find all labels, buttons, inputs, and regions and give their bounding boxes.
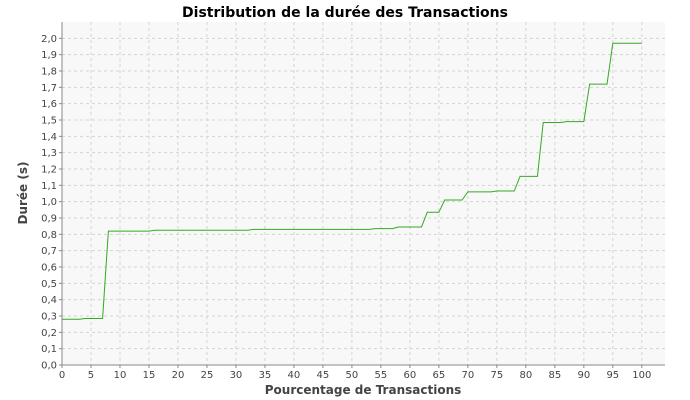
x-tick-label: 100 — [632, 370, 651, 381]
y-tick-label: 1,8 — [41, 67, 57, 78]
x-tick-label: 80 — [519, 370, 532, 381]
x-axis-label: Pourcentage de Transactions — [265, 383, 462, 397]
y-tick-label: 1,6 — [41, 99, 57, 110]
y-tick-label: 1,0 — [41, 197, 57, 208]
axes — [61, 22, 665, 366]
y-axis-label: Durée (s) — [16, 162, 30, 225]
y-tick-label: 0,1 — [41, 344, 57, 355]
x-tick-label: 60 — [404, 370, 417, 381]
y-axis-ticks: 0,0 0,1 0,2 0,3 0,4 0,5 0,6 0,7 0,8 0,9 1,0 1,1 1,2 1… — [41, 34, 62, 372]
x-tick-label: 50 — [346, 370, 359, 381]
y-tick-label: 1,2 — [41, 165, 57, 176]
x-axis-ticks: 0 5 10 15 20 25 30 35 40 45 50 55 60 65 70 75 80 85 90 95 10… — [59, 365, 651, 381]
plot-area — [62, 22, 665, 365]
y-tick-label: 0,6 — [41, 263, 57, 274]
x-tick-label: 25 — [201, 370, 214, 381]
y-tick-label: 0,5 — [41, 279, 57, 290]
grid — [61, 22, 665, 366]
x-tick-label: 65 — [433, 370, 446, 381]
x-tick-label: 0 — [59, 370, 65, 381]
y-tick-label: 1,1 — [41, 181, 57, 192]
y-tick-label: 1,9 — [41, 50, 57, 61]
series-group — [62, 42, 642, 320]
x-tick-label: 20 — [172, 370, 185, 381]
x-tick-label: 45 — [317, 370, 330, 381]
y-tick-label: 2,0 — [41, 34, 57, 45]
x-tick-label: 40 — [288, 370, 301, 381]
chart-title: Distribution de la durée des Transaction… — [182, 5, 508, 21]
y-tick-label: 1,3 — [41, 148, 57, 159]
x-tick-label: 75 — [490, 370, 503, 381]
y-tick-label: 0,2 — [41, 328, 57, 339]
x-tick-label: 90 — [577, 370, 590, 381]
y-tick-label: 0,4 — [41, 295, 57, 306]
y-tick-label: 0,9 — [41, 214, 57, 225]
x-tick-label: 85 — [548, 370, 561, 381]
y-tick-label: 0,7 — [41, 246, 57, 257]
y-tick-label: 0,3 — [41, 312, 57, 323]
series-line — [62, 42, 642, 320]
y-tick-label: 1,5 — [41, 116, 57, 127]
y-tick-label: 0,8 — [41, 230, 57, 241]
x-tick-label: 30 — [230, 370, 243, 381]
x-tick-label: 15 — [143, 370, 156, 381]
x-tick-label: 35 — [259, 370, 272, 381]
x-tick-label: 5 — [88, 370, 94, 381]
y-tick-label: 1,7 — [41, 83, 57, 94]
x-tick-label: 70 — [461, 370, 474, 381]
x-tick-label: 95 — [606, 370, 619, 381]
x-tick-label: 10 — [114, 370, 127, 381]
y-tick-label: 1,4 — [41, 132, 57, 143]
y-tick-label: 0,0 — [41, 361, 57, 372]
x-tick-label: 55 — [375, 370, 388, 381]
